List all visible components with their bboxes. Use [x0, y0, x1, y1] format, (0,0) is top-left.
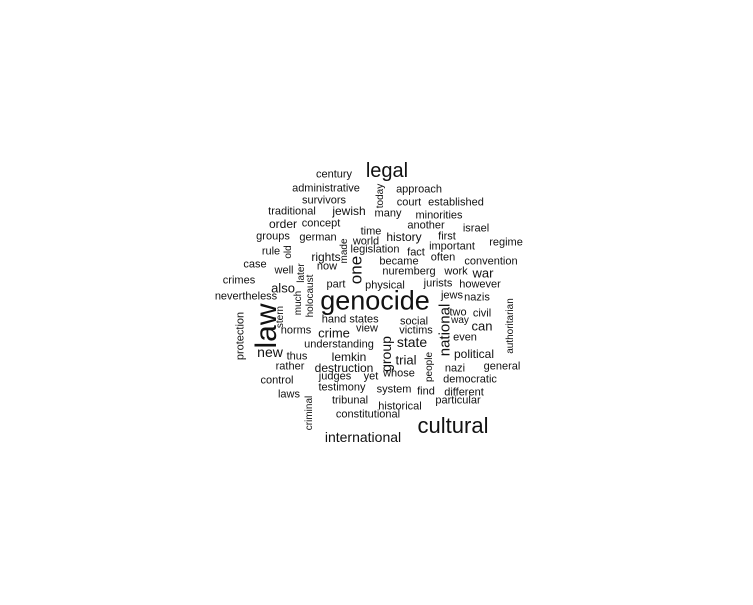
cloud-word: convention	[464, 255, 518, 268]
cloud-word: old	[283, 245, 294, 259]
cloud-word: state	[396, 334, 428, 350]
cloud-word: general	[483, 360, 521, 373]
cloud-word: today	[375, 183, 386, 209]
cloud-word: whose	[383, 367, 415, 380]
cloud-word: states	[349, 313, 379, 326]
cloud-word: can	[471, 318, 493, 334]
cloud-word: german	[299, 231, 337, 244]
cloud-word: survivors	[301, 194, 347, 207]
cloud-word: rights	[311, 250, 341, 264]
cloud-word: fact	[407, 246, 425, 259]
cloud-word: jewish	[332, 204, 366, 218]
cloud-word: concept	[301, 217, 341, 230]
cloud-word: thus	[286, 350, 308, 363]
cloud-word: however	[459, 278, 501, 291]
cloud-word: social	[399, 315, 429, 328]
cloud-word: regime	[489, 236, 523, 249]
cloud-word: israel	[462, 222, 490, 235]
cloud-word: historical	[378, 400, 422, 413]
cloud-word: judges	[318, 370, 352, 383]
cloud-word: first	[438, 230, 456, 243]
cloud-word: nazi	[444, 362, 466, 375]
cloud-word: case	[243, 258, 267, 271]
cloud-word: authoritarian	[505, 298, 516, 354]
cloud-word: world	[352, 235, 380, 248]
cloud-word: cultural	[417, 413, 489, 438]
cloud-word: people	[424, 351, 435, 383]
cloud-word: tribunal	[331, 394, 369, 407]
cloud-word: particular	[435, 394, 481, 407]
cloud-word: genocide	[320, 285, 430, 316]
cloud-word: order	[268, 217, 298, 231]
cloud-word: democratic	[443, 373, 497, 386]
cloud-word: well	[274, 264, 294, 277]
cloud-word: work	[444, 265, 468, 278]
cloud-word: rule	[261, 245, 281, 258]
cloud-word: political	[453, 347, 495, 361]
cloud-word: court	[396, 196, 422, 209]
cloud-word: time	[360, 225, 382, 238]
cloud-word: history	[386, 230, 422, 244]
cloud-word: even	[453, 331, 477, 344]
cloud-word: different	[444, 386, 484, 399]
cloud-word: destruction	[314, 361, 374, 375]
cloud-word: view	[355, 322, 379, 335]
cloud-word: made	[339, 238, 350, 264]
cloud-word: holocaust	[305, 274, 316, 318]
cloud-word: physical	[365, 279, 405, 292]
cloud-word: legislation	[350, 243, 400, 256]
cloud-word: constitutional	[335, 408, 401, 421]
cloud-word: victims	[399, 324, 433, 337]
cloud-word: nazis	[464, 291, 490, 304]
cloud-word: protection	[234, 311, 247, 361]
cloud-word: established	[428, 196, 484, 209]
cloud-word: jurists	[423, 277, 453, 290]
cloud-word: understanding	[304, 338, 374, 351]
cloud-word: nuremberg	[382, 265, 436, 278]
cloud-word: much	[293, 290, 304, 316]
cloud-word: new	[257, 344, 283, 360]
cloud-word: system	[376, 383, 412, 396]
cloud-word: yet	[363, 370, 379, 383]
cloud-word: war	[472, 265, 494, 281]
cloud-word: norms	[280, 324, 312, 337]
cloud-word: trial	[395, 352, 417, 368]
cloud-word: part	[326, 278, 346, 291]
cloud-word: approach	[396, 183, 442, 196]
cloud-word: administrative	[292, 182, 360, 195]
cloud-word: rather	[275, 360, 305, 373]
cloud-word: two	[449, 306, 467, 319]
cloud-word: lemkin	[331, 350, 367, 364]
cloud-word: crime	[318, 325, 350, 341]
cloud-word: control	[260, 374, 294, 387]
cloud-word: criminal	[304, 395, 315, 431]
cloud-word: nevertheless	[214, 290, 278, 303]
cloud-word: groups	[256, 230, 290, 243]
cloud-word: now	[316, 260, 338, 273]
cloud-word: many	[374, 207, 402, 220]
cloud-word: legal	[365, 160, 409, 182]
cloud-word: crimes	[222, 274, 256, 287]
cloud-word: international	[324, 429, 402, 445]
cloud-word: hand	[321, 313, 347, 326]
cloud-word: civil	[472, 307, 492, 320]
cloud-word: important	[429, 240, 475, 253]
cloud-word: jews	[440, 289, 464, 302]
cloud-word: became	[379, 255, 419, 268]
cloud-word: another	[407, 219, 445, 232]
cloud-word: often	[430, 251, 456, 264]
cloud-word: way	[451, 315, 469, 326]
cloud-word: minorities	[415, 209, 463, 222]
cloud-word: find	[417, 385, 435, 398]
cloud-word: century	[315, 168, 353, 181]
cloud-word: testimony	[318, 381, 366, 394]
cloud-word: one	[346, 255, 366, 285]
cloud-word: traditional	[268, 205, 316, 218]
cloud-word: also	[271, 280, 295, 296]
cloud-word: laws	[277, 388, 301, 401]
